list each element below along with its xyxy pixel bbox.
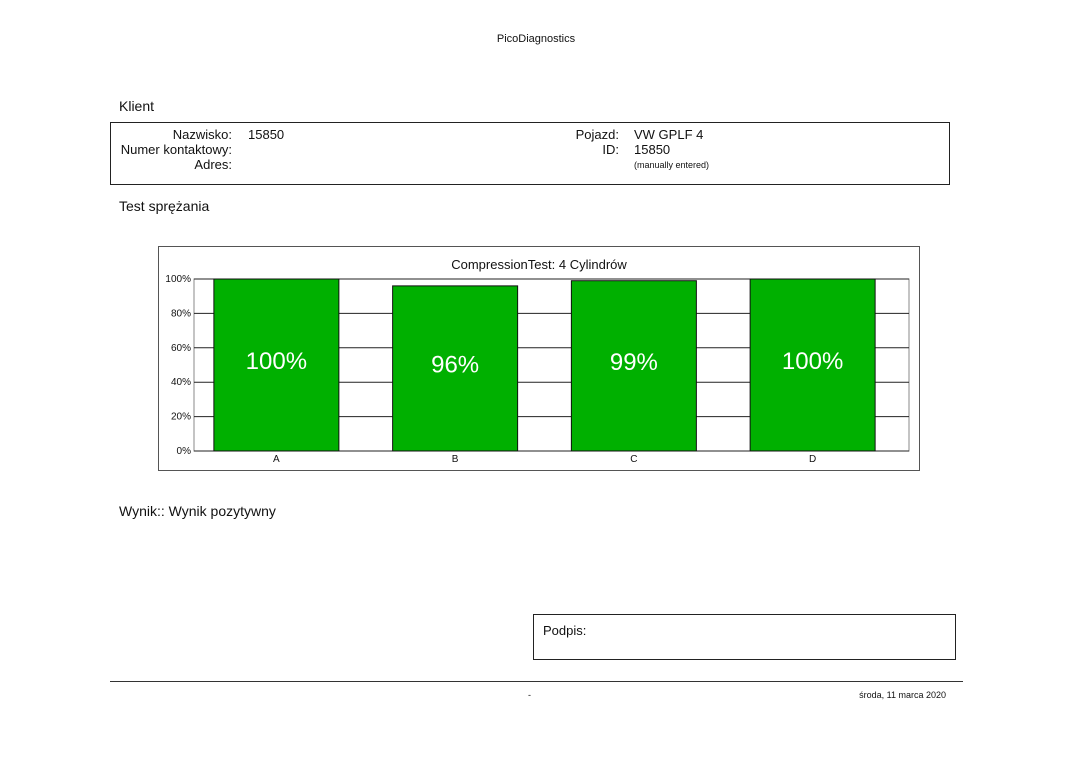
footer-mid: -: [528, 690, 531, 700]
signature-box: Podpis:: [533, 614, 956, 660]
address-label: Adres:: [194, 157, 232, 172]
vehicle-value: VW GPLF 4: [634, 127, 704, 142]
id-label: ID:: [602, 142, 619, 157]
id-value: 15850: [634, 142, 671, 157]
surname-label: Nazwisko:: [172, 127, 232, 142]
footer-divider: [110, 681, 963, 682]
chart-plot: 0% 20% 40% 60% 80% 100% 100% A 96% B 99% C 100% D: [165, 274, 910, 465]
test-result: Wynik:: Wynik pozytywny: [119, 503, 276, 519]
chart-title: CompressionTest: 4 Cylindrów: [451, 257, 627, 272]
contact-label: Numer kontaktowy:: [120, 142, 232, 157]
y-tick-label: 0%: [177, 446, 192, 457]
report-header: PicoDiagnostics: [496, 33, 576, 45]
surname-value: 15850: [248, 127, 285, 142]
x-tick-label: D: [809, 454, 816, 465]
id-note: (manually entered): [634, 160, 710, 170]
bar-value-label: 100%: [246, 348, 307, 375]
y-tick-label: 40%: [171, 377, 191, 388]
x-tick-label: A: [273, 454, 280, 465]
test-section-title: Test sprężania: [119, 198, 210, 214]
y-tick-label: 80%: [171, 308, 191, 319]
bar-A: [213, 278, 340, 452]
bar-value-label: 96%: [431, 351, 479, 378]
y-tick-label: 20%: [171, 412, 191, 423]
bar-D: [749, 278, 876, 452]
client-section-title: Klient: [119, 98, 155, 114]
bar-C: [570, 280, 697, 452]
bar-B: [392, 285, 519, 452]
signature-label: Podpis:: [543, 623, 587, 638]
vehicle-label: Pojazd:: [575, 127, 619, 142]
compression-chart: CompressionTest: 4 Cylindrów 0% 20% 40% 60%…: [158, 246, 920, 471]
x-tick-label: B: [452, 454, 459, 465]
bar-value-label: 99%: [610, 349, 658, 376]
x-tick-label: C: [630, 454, 637, 465]
client-info-box: Nazwisko: 15850 Numer kontaktowy: Adres:…: [110, 122, 950, 185]
y-tick-label: 100%: [165, 274, 191, 285]
y-tick-label: 60%: [171, 343, 191, 354]
footer-date: środa, 11 marca 2020: [859, 690, 946, 700]
bar-value-label: 100%: [782, 348, 843, 375]
